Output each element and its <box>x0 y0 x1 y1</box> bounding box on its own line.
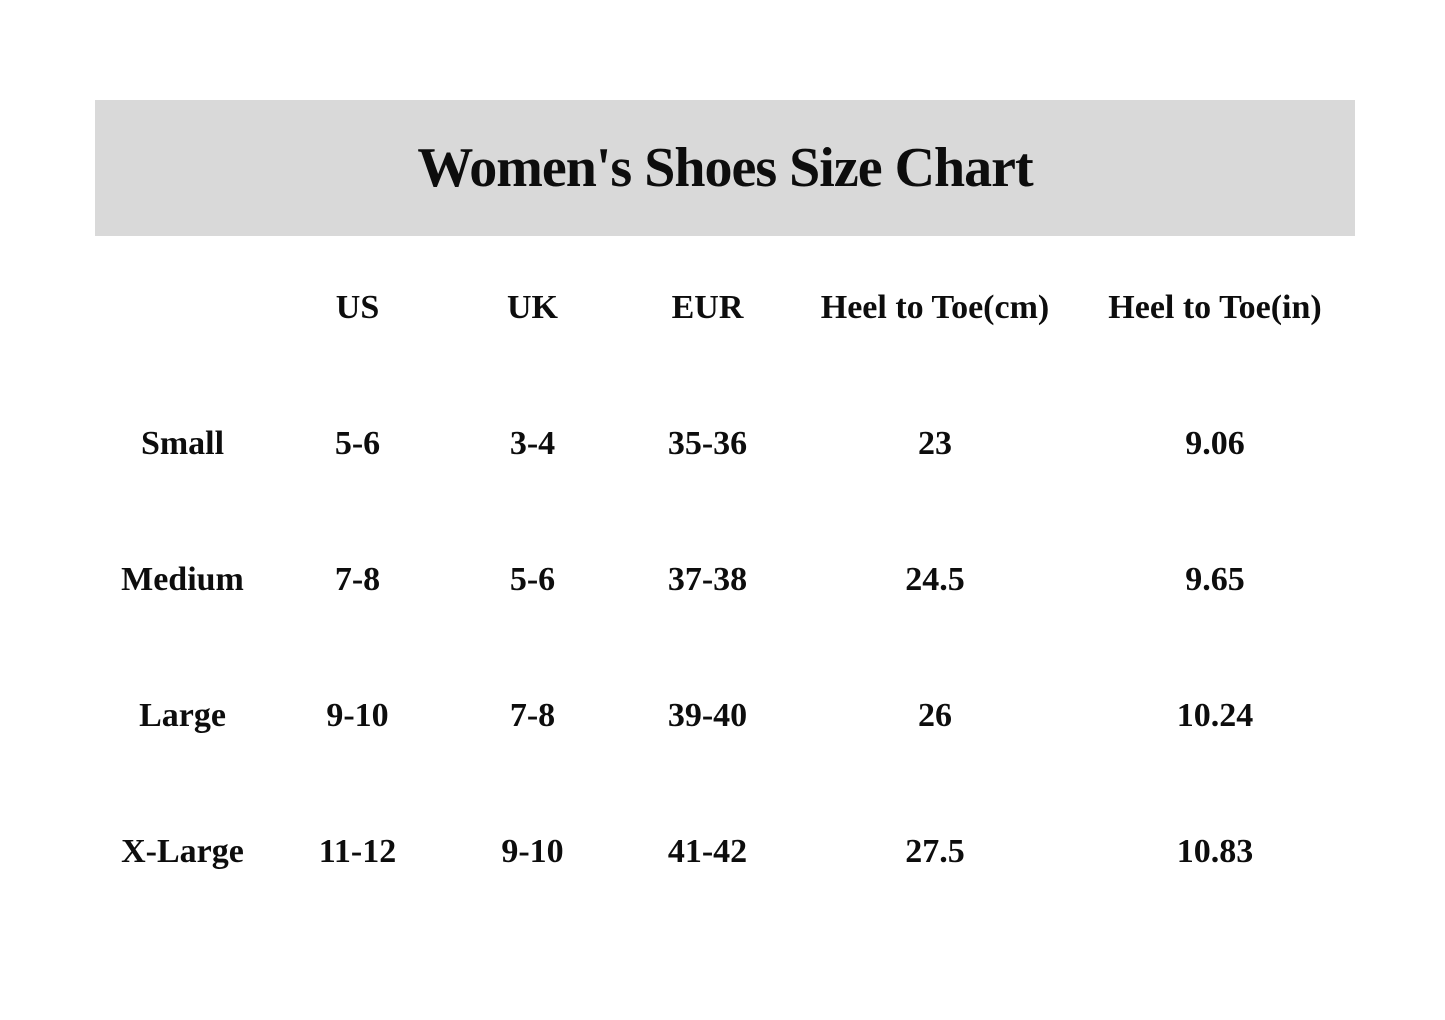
table-cell-small-heel-to-toe-in: 9.06 <box>1185 425 1245 462</box>
table-cell-medium-us: 7-8 <box>334 561 381 598</box>
table-cell-x-large-uk: 9-10 <box>501 833 564 870</box>
row-label-x-large: X-Large <box>121 833 244 870</box>
table-cell-small-us: 5-6 <box>334 425 381 462</box>
table-cell-small-eur: 35-36 <box>667 425 748 462</box>
row-label-medium: Medium <box>121 561 244 598</box>
table-header-us: US <box>335 289 380 326</box>
title-banner: Women's Shoes Size Chart <box>95 100 1355 236</box>
table-cell-medium-uk: 5-6 <box>509 561 556 598</box>
table-cell-x-large-heel-to-toe-cm: 27.5 <box>905 833 965 870</box>
table-cell-large-heel-to-toe-in: 10.24 <box>1176 697 1254 734</box>
row-label-small: Small <box>140 425 225 462</box>
page-title: Women's Shoes Size Chart <box>417 137 1033 199</box>
size-conversion-table: US UK EUR Heel to Toe(cm) Heel to Toe(in… <box>95 240 1355 920</box>
table-cell-large-uk: 7-8 <box>509 697 556 734</box>
table-cell-medium-eur: 37-38 <box>667 561 748 598</box>
table-header-size <box>95 240 270 376</box>
table-cell-medium-heel-to-toe-cm: 24.5 <box>905 561 965 598</box>
table-cell-x-large-eur: 41-42 <box>667 833 748 870</box>
table-cell-small-uk: 3-4 <box>509 425 556 462</box>
table-cell-small-heel-to-toe-cm: 23 <box>918 425 952 462</box>
table-header-uk: UK <box>507 289 558 326</box>
table-cell-x-large-heel-to-toe-in: 10.83 <box>1176 833 1254 870</box>
table-cell-medium-heel-to-toe-in: 9.65 <box>1185 561 1245 598</box>
table-cell-large-us: 9-10 <box>326 697 389 734</box>
table-cell-large-heel-to-toe-cm: 26 <box>918 697 952 734</box>
row-label-large: Large <box>139 697 226 734</box>
table-header-eur: EUR <box>671 289 744 326</box>
table-header-heel-to-toe-in: Heel to Toe(in) <box>1108 289 1322 326</box>
table-header-heel-to-toe-cm: Heel to Toe(cm) <box>820 289 1050 326</box>
table-cell-x-large-us: 11-12 <box>318 833 397 870</box>
table-cell-large-eur: 39-40 <box>667 697 748 734</box>
